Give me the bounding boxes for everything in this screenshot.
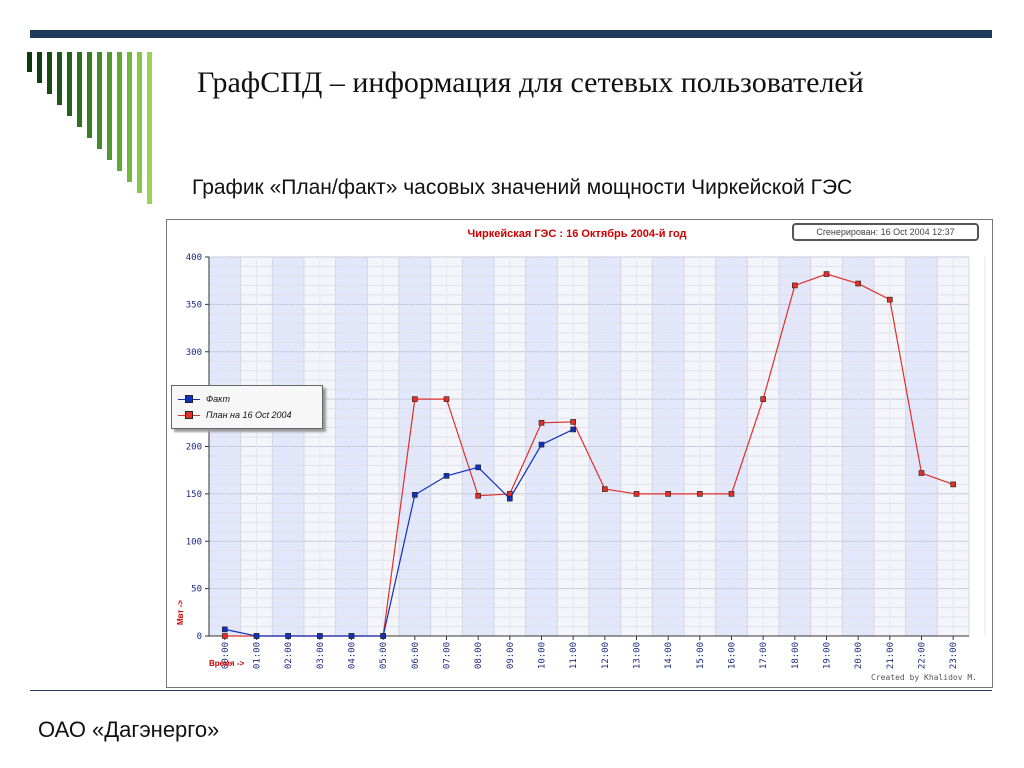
- data-point: [823, 271, 830, 277]
- data-point: [285, 633, 291, 639]
- decorative-stripe: [37, 52, 42, 83]
- data-point: [602, 486, 608, 492]
- legend-fact-label: Факт: [206, 394, 231, 404]
- slide-title: ГрафСПД – информация для сетевых пользов…: [197, 66, 864, 99]
- x-tick-label: 05:00: [379, 642, 389, 669]
- x-tick-label: 03:00: [316, 642, 326, 669]
- data-point: [475, 464, 481, 471]
- x-tick-label: 02:00: [284, 642, 294, 669]
- chart-series: [222, 271, 956, 639]
- x-tick-label: 00:00: [221, 642, 231, 669]
- x-axis-label: Время ->: [209, 659, 244, 668]
- chart-legend: Факт План на 16 Oct 2004: [171, 385, 323, 429]
- data-point: [697, 491, 703, 497]
- x-tick-label: 06:00: [411, 642, 421, 669]
- data-point: [887, 296, 893, 303]
- data-point: [412, 492, 418, 498]
- x-tick-label: 04:00: [348, 642, 358, 669]
- decorative-stripe: [127, 52, 132, 182]
- y-tick-label: 150: [186, 490, 202, 500]
- data-point: [855, 280, 861, 287]
- series-line: [224, 428, 574, 637]
- footer-divider: [30, 690, 992, 691]
- decorative-stripe: [117, 52, 122, 171]
- x-tick-label: 12:00: [601, 642, 611, 669]
- x-tick-label: 10:00: [538, 642, 548, 669]
- chart-title: Чиркейская ГЭС : 16 Октябрь 2004-й год: [467, 228, 686, 240]
- generated-timestamp: Сгенерирован: 16 Oct 2004 12:37: [792, 223, 979, 241]
- x-tick-label: 20:00: [854, 642, 864, 669]
- legend-item-fact: Факт: [178, 393, 230, 405]
- chart-frame: 050100150200250300350400 00:0001:0002:00…: [166, 219, 993, 688]
- y-tick-label: 100: [186, 537, 202, 547]
- decorative-stripe: [47, 52, 52, 94]
- data-point: [792, 282, 798, 289]
- decorative-stripe: [67, 52, 72, 116]
- x-tick-label: 15:00: [696, 642, 706, 669]
- y-tick-label: 50: [191, 585, 202, 595]
- data-point: [918, 470, 925, 476]
- x-tick-label: 14:00: [664, 642, 674, 669]
- x-tick-label: 08:00: [474, 642, 484, 669]
- x-tick-label: 16:00: [728, 642, 738, 669]
- x-tick-label: 17:00: [759, 642, 769, 669]
- x-tick-label: 21:00: [886, 642, 896, 669]
- data-point: [317, 633, 323, 639]
- x-tick-label: 19:00: [823, 642, 833, 669]
- data-point: [760, 396, 766, 402]
- data-point: [570, 426, 576, 433]
- y-tick-label: 400: [186, 253, 202, 263]
- y-tick-label: 0: [197, 632, 202, 642]
- data-point: [570, 419, 576, 425]
- data-point: [222, 626, 228, 633]
- decorative-stripe: [107, 52, 112, 160]
- y-tick-labels: 050100150200250300350400: [186, 253, 209, 642]
- data-point: [728, 491, 735, 497]
- data-point: [538, 441, 545, 448]
- legend-item-plan: План на 16 Oct 2004: [178, 409, 292, 421]
- x-tick-label: 11:00: [569, 642, 579, 669]
- data-point: [475, 492, 481, 499]
- footer-company: ОАО «Дагэнерго»: [38, 717, 220, 742]
- y-tick-label: 200: [186, 443, 202, 453]
- x-tick-labels: 00:00 01:00 02:00 03:00 04:00 05:00 06:00 07:00…: [221, 636, 959, 669]
- data-point: [443, 473, 450, 479]
- y-tick-label: 350: [186, 300, 202, 310]
- legend-plan-label: План на 16 Oct 2004: [206, 410, 292, 420]
- data-point: [507, 495, 513, 502]
- slide-subtitle: График «План/факт» часовых значений мощн…: [192, 176, 853, 199]
- decorative-stripe: [87, 52, 92, 138]
- decorative-stripe: [147, 52, 152, 204]
- decorative-stripe: [137, 52, 142, 193]
- decorative-stripe: [77, 52, 82, 127]
- x-tick-label: 07:00: [443, 642, 453, 669]
- x-tick-label: 18:00: [791, 642, 801, 669]
- chart-grid: [208, 256, 986, 637]
- x-tick-label: 23:00: [949, 642, 959, 669]
- data-point: [348, 633, 355, 639]
- data-point: [412, 396, 418, 402]
- x-tick-label: 22:00: [918, 642, 928, 669]
- data-point: [380, 633, 386, 639]
- top-accent-bar: [30, 30, 992, 38]
- y-tick-label: 300: [186, 348, 202, 358]
- data-point: [538, 420, 545, 426]
- decorative-stripe: [97, 52, 102, 149]
- decorative-stripe: [57, 52, 62, 105]
- power-chart: 050100150200250300350400 00:0001:0002:00…: [176, 228, 986, 682]
- data-point: [633, 491, 640, 497]
- data-point: [253, 633, 260, 639]
- x-tick-label: 09:00: [506, 642, 516, 669]
- data-point: [443, 396, 450, 402]
- data-point: [950, 481, 956, 488]
- x-tick-label: 13:00: [633, 642, 643, 669]
- decorative-stripe: [27, 52, 32, 72]
- credit-text: Created by Khalidov M.: [871, 673, 977, 682]
- legend-fact-swatch: [178, 394, 200, 404]
- x-tick-label: 01:00: [253, 642, 263, 669]
- legend-plan-swatch: [178, 410, 200, 420]
- y-axis-label: Мвт ->: [176, 600, 185, 625]
- data-point: [665, 491, 671, 497]
- data-point: [222, 633, 228, 639]
